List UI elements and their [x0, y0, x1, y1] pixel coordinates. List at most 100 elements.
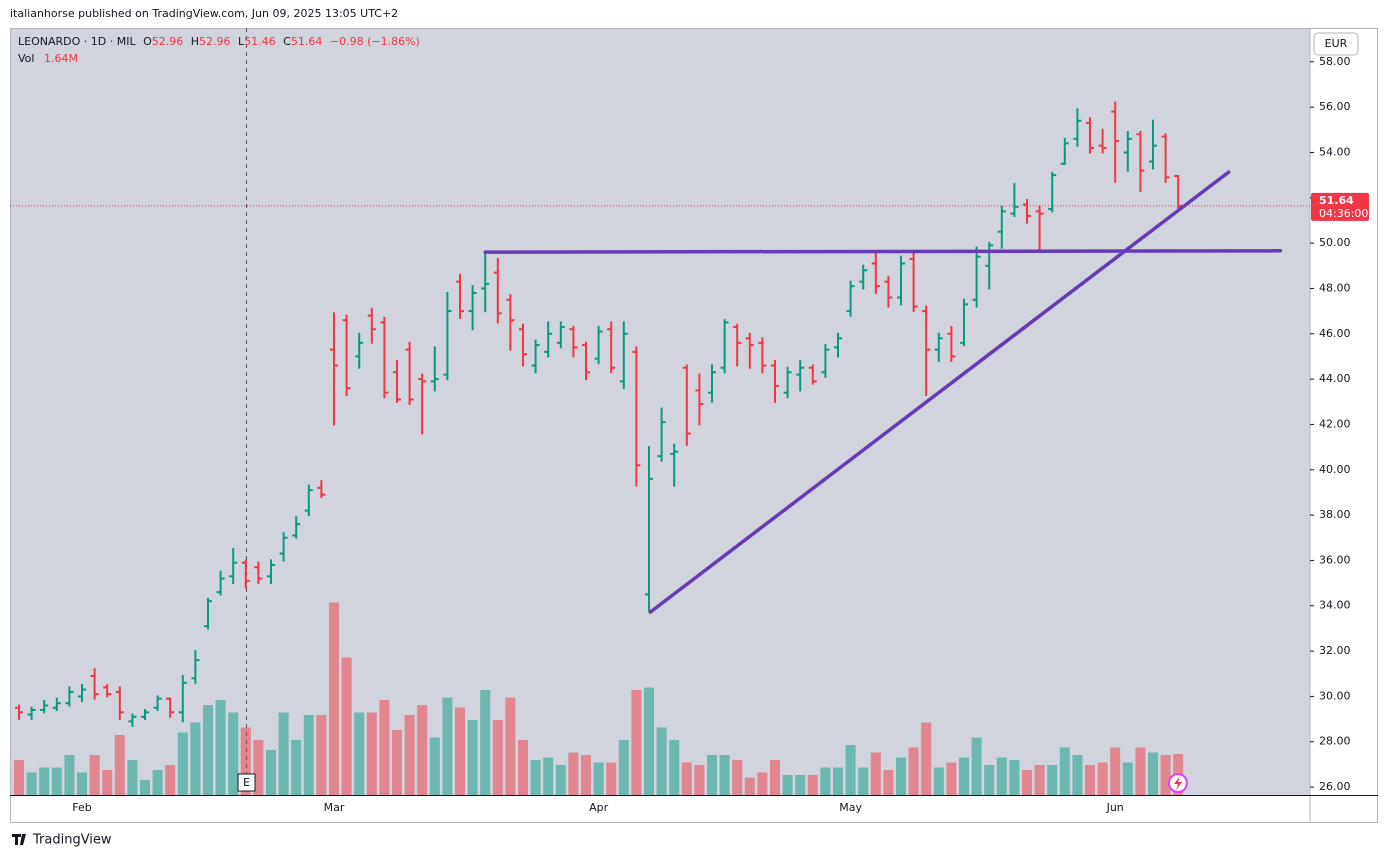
volume-bar — [858, 767, 869, 795]
volume-bar — [833, 767, 843, 795]
volume-bar — [883, 770, 894, 795]
earnings-letter[interactable]: E — [243, 776, 250, 789]
volume-bar — [959, 757, 969, 795]
volume-bar — [1047, 765, 1058, 795]
price-tag-value: 51.64 — [1319, 194, 1354, 207]
price-tag — [1311, 192, 1369, 221]
volume-last: 1.64M — [44, 52, 78, 65]
y-tick-label: 50.00 — [1319, 236, 1351, 249]
volume-bar — [719, 755, 730, 795]
countdown: 04:36:00 — [1319, 207, 1368, 220]
volume-bar — [933, 767, 944, 795]
volume-bar — [165, 765, 176, 795]
earnings-badge[interactable] — [237, 773, 256, 792]
volume-bar — [530, 760, 541, 795]
volume-bar — [782, 775, 793, 795]
volume-bar — [896, 757, 906, 795]
symbol: LEONARDO · 1D · MIL — [18, 35, 136, 48]
volume-bar — [266, 750, 276, 795]
volume-bar — [114, 735, 125, 795]
volume-bar — [14, 760, 24, 795]
x-tick-label: May — [839, 801, 862, 814]
volume-legend: Vol 1.64M — [18, 52, 78, 65]
y-tick-label: 42.00 — [1319, 417, 1351, 430]
legend-open: 52.96 — [152, 35, 184, 48]
volume-bar — [631, 690, 642, 795]
volume-bar — [1022, 770, 1032, 795]
volume-bar — [644, 687, 654, 795]
volume-bar — [26, 772, 37, 795]
volume-bar — [656, 727, 667, 795]
trendline — [483, 249, 1283, 254]
publisher-line: italianhorse published on TradingView.co… — [10, 7, 398, 20]
volume-bar — [971, 737, 982, 795]
y-tick-label: 48.00 — [1319, 281, 1351, 294]
volume-bar — [177, 732, 188, 795]
volume-bar — [820, 767, 831, 795]
volume-bar — [127, 760, 138, 795]
volume-bar — [1148, 752, 1158, 795]
trendline — [648, 170, 1231, 614]
volume-bar — [744, 777, 755, 795]
volume-bar — [593, 762, 604, 795]
volume-bar — [329, 602, 339, 795]
volume-bar — [568, 752, 579, 795]
currency-button[interactable] — [1313, 32, 1359, 56]
volume-bar — [442, 697, 453, 795]
volume-bar — [555, 765, 566, 795]
y-tick-label: 40.00 — [1319, 463, 1351, 476]
volume-bar — [392, 730, 402, 795]
plot-area — [10, 28, 1310, 795]
volume-bar — [757, 772, 768, 795]
legend: LEONARDO · 1D · MIL O52.96 H52.96 L51.46… — [18, 35, 420, 48]
volume-bar — [278, 712, 289, 795]
y-tick-label: 58.00 — [1319, 55, 1351, 68]
volume-bar — [1160, 755, 1171, 795]
volume-bar — [770, 760, 780, 795]
volume-bar — [303, 715, 314, 795]
price-layer — [15, 101, 1183, 727]
volume-bar — [908, 747, 919, 795]
volume-bar — [354, 712, 365, 795]
volume-bar — [543, 757, 554, 795]
legend-low: 51.46 — [244, 35, 276, 48]
volume-bar — [618, 740, 629, 795]
volume-bar — [291, 740, 302, 795]
volume-bar — [946, 762, 957, 795]
volume-bar — [1034, 765, 1045, 795]
volume-bar — [606, 762, 617, 795]
x-tick-label: Apr — [589, 801, 609, 814]
volume-bar — [140, 780, 150, 795]
volume-bar — [152, 770, 163, 795]
y-tick-label: 56.00 — [1319, 100, 1351, 113]
y-tick-label: 28.00 — [1319, 735, 1351, 748]
currency[interactable]: EUR — [1325, 37, 1348, 50]
y-tick-label: 54.00 — [1319, 145, 1351, 158]
y-tick-label: 36.00 — [1319, 553, 1351, 566]
volume-bar — [1135, 747, 1146, 795]
volume-bar — [341, 657, 352, 795]
volume-bar — [39, 767, 50, 795]
volume-bar — [707, 755, 717, 795]
volume-bar — [581, 755, 591, 795]
x-tick-label: Mar — [324, 801, 345, 814]
volume-bar — [228, 712, 239, 795]
volume-bar — [1085, 765, 1095, 795]
y-tick-label: 32.00 — [1319, 644, 1351, 657]
volume-bar — [102, 770, 113, 795]
x-tick-label: Feb — [72, 801, 91, 814]
legend-change: −0.98 (−1.86%) — [330, 35, 420, 48]
volume-bar — [480, 690, 491, 795]
volume-bar — [921, 722, 932, 795]
volume-bar — [681, 762, 692, 795]
volume-bar — [1097, 762, 1108, 795]
bolt — [1174, 776, 1182, 790]
y-tick-label: 44.00 — [1319, 372, 1351, 385]
volume-bar — [51, 767, 62, 795]
volume-bar — [379, 700, 390, 795]
x-tick-label: Jun — [1106, 801, 1124, 814]
legend-close: 51.64 — [291, 35, 323, 48]
legend-high: 52.96 — [199, 35, 231, 48]
